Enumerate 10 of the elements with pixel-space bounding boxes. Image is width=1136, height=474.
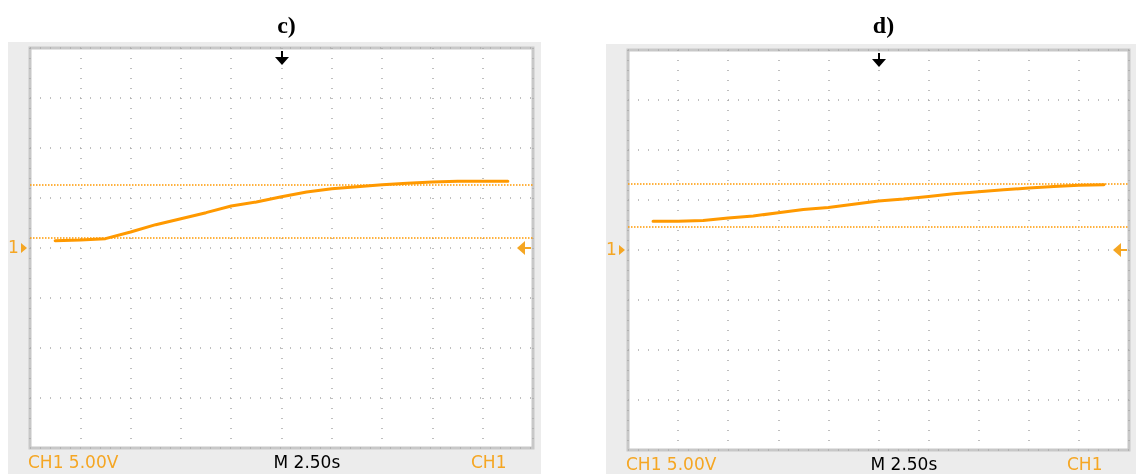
text: 1 bbox=[8, 237, 19, 257]
text: M 2.50s bbox=[870, 454, 938, 474]
text: CH1 5.00V bbox=[28, 452, 119, 472]
text: CH1 5.00V bbox=[626, 454, 717, 474]
chart-title: d) bbox=[872, 12, 895, 38]
chart-title: c) bbox=[277, 12, 296, 38]
text: CH1 bbox=[471, 452, 507, 472]
text: M 2.50s bbox=[273, 452, 341, 472]
text: CH1 bbox=[1067, 454, 1103, 474]
text: 1 bbox=[606, 239, 617, 259]
